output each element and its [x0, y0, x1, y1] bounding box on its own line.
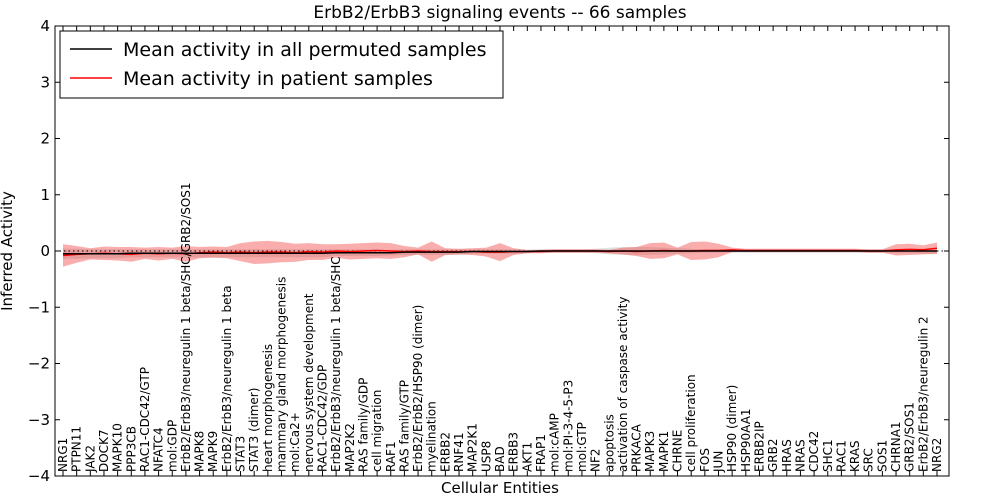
- x-category-label: ERBB2IP: [752, 421, 766, 472]
- x-category-label: NF2: [589, 448, 603, 472]
- x-category-label: ErbB2/ErbB3/neuregulin 2: [916, 316, 930, 472]
- x-category-label: MAPK8: [193, 431, 207, 472]
- x-category-label: mol:PI-3-4-5-P3: [561, 380, 575, 472]
- x-category-label: AKT1: [520, 442, 534, 472]
- x-category-label: RAC1: [834, 440, 848, 472]
- x-category-label: NFATC4: [152, 427, 166, 472]
- x-category-label: ERBB3: [507, 432, 521, 472]
- legend-box: [59, 30, 504, 99]
- x-category-label: JAK2: [83, 445, 97, 473]
- x-category-label: RAS family/GDP: [356, 378, 370, 472]
- x-category-label: mammary gland morphogenesis: [275, 277, 289, 472]
- x-category-label: JUN: [712, 451, 726, 473]
- x-category-label: DOCK7: [97, 429, 111, 472]
- y-axis-ticks: −4 −3 −2 −1 0 1 2 3 4: [28, 17, 949, 485]
- x-category-label: mol:Ca2+: [288, 412, 302, 472]
- x-category-label: MAP2K1: [466, 423, 480, 472]
- y-tick-label: 4: [40, 17, 50, 35]
- x-category-label: ErbB2/ErbB3/neuregulin 1 beta: [220, 285, 234, 472]
- x-category-label: PRKACA: [630, 423, 644, 472]
- y-axis-title: Inferred Activity: [0, 191, 16, 311]
- x-axis-labels: NRG1 PTPN11 JAK2 DOCK7 MAPK10 PPP3CB RAC1-CDC4…: [56, 182, 944, 473]
- band-mean-activity-in-patient-samples: [63, 240, 937, 267]
- x-category-label: apoptosis: [602, 414, 616, 472]
- y-tick-label: 3: [40, 73, 50, 91]
- x-category-label: PTPN11: [70, 426, 84, 472]
- y-tick-label: −4: [28, 467, 50, 485]
- x-category-label: BAD: [493, 446, 507, 472]
- x-category-label: RAS family/GTP: [397, 380, 411, 472]
- x-category-label: SRC: [862, 448, 876, 472]
- x-category-label: GRB2/SOS1: [903, 402, 917, 472]
- y-tick-label: −3: [28, 411, 50, 429]
- x-category-label: mol:cAMP: [548, 413, 562, 472]
- x-category-label: ErbB2/ErbB2/HSP90 (dimer): [411, 305, 425, 472]
- x-category-label: KRAS: [848, 440, 862, 472]
- x-category-label: ERBB2: [438, 432, 452, 472]
- x-category-label: HRAS: [780, 439, 794, 472]
- chart-title: ErbB2/ErbB3 signaling events -- 66 sampl…: [313, 3, 686, 23]
- x-axis-ticks: [62, 26, 938, 476]
- x-category-label: ErbB2/ErbB3/neuregulin 1 beta/SHC: [329, 256, 343, 472]
- x-category-label: NRG2: [930, 438, 944, 472]
- x-category-label: cell migration: [370, 390, 384, 472]
- x-category-label: HSP90AA1: [739, 408, 753, 472]
- y-tick-label: −1: [28, 298, 50, 316]
- x-category-label: HSP90 (dimer): [725, 385, 739, 472]
- x-category-label: FOS: [698, 448, 712, 472]
- x-category-label: ErbB2/ErbB3/neuregulin 1 beta/SHC/GRB2/S…: [179, 182, 193, 472]
- legend-label-permuted: Mean activity in all permuted samples: [123, 39, 486, 61]
- legend: Mean activity in all permuted samples Me…: [59, 30, 504, 99]
- x-category-label: heart morphogenesis: [261, 344, 275, 472]
- x-category-label: RAC1-CDC42/GTP: [138, 367, 152, 472]
- x-category-label: GRB2: [766, 438, 780, 472]
- y-tick-label: 0: [40, 242, 50, 260]
- y-tick-label: −2: [28, 355, 50, 373]
- x-category-label: SHC1: [821, 439, 835, 472]
- x-category-label: STAT3 (dimer): [247, 388, 261, 472]
- x-category-label: RAF1: [384, 441, 398, 472]
- y-tick-label: 2: [40, 130, 50, 148]
- x-category-label: STAT3: [234, 436, 248, 472]
- x-category-label: CDC42: [807, 431, 821, 472]
- x-category-label: CHRNE: [671, 430, 685, 472]
- x-category-label: mol:GTP: [575, 422, 589, 472]
- series-line-mean-activity-in-all-permuted-samples: [63, 250, 937, 255]
- x-category-label: MAPK9: [206, 431, 220, 472]
- x-category-label: activation of caspase activity: [616, 297, 630, 472]
- x-category-label: NRAS: [793, 439, 807, 472]
- x-category-label: PPP3CB: [124, 426, 138, 472]
- x-axis-title: Cellular Entities: [441, 479, 559, 497]
- legend-label-patient: Mean activity in patient samples: [123, 68, 433, 90]
- x-category-label: FRAP1: [534, 434, 548, 472]
- x-category-label: MAP2K2: [343, 423, 357, 472]
- x-category-label: nervous system development: [302, 293, 316, 472]
- x-category-label: CHRNA1: [889, 421, 903, 472]
- x-category-label: MAPK10: [111, 423, 125, 472]
- x-category-label: mol:GDP: [165, 420, 179, 472]
- x-category-label: MAPK1: [657, 431, 671, 472]
- x-category-label: RNF41: [452, 433, 466, 473]
- y-tick-label: 1: [40, 186, 50, 204]
- x-category-label: NRG1: [56, 438, 70, 472]
- x-category-label: SOS1: [875, 440, 889, 472]
- series-lines: [62, 247, 938, 257]
- x-category-label: cell proliferation: [684, 374, 698, 472]
- x-category-label: RAC1-CDC42/GDP: [315, 365, 329, 472]
- x-category-label: MAPK3: [643, 431, 657, 472]
- x-category-label: USP8: [479, 441, 493, 472]
- x-category-label: myelination: [425, 401, 439, 472]
